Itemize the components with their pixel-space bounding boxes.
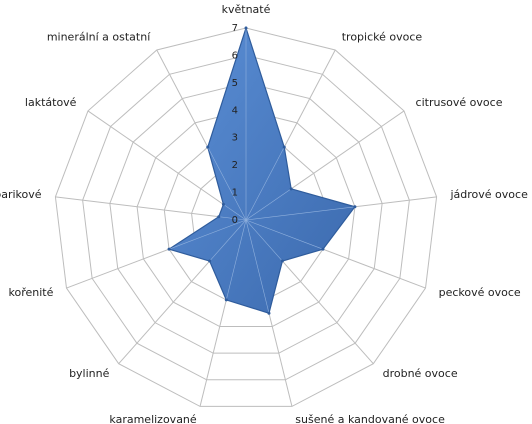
radar-point: [224, 298, 228, 302]
grid-ring: [136, 109, 356, 328]
area-spoke: [245, 219, 324, 250]
radar-point: [282, 145, 286, 149]
category-label: květnaté: [222, 3, 271, 16]
tick-label: 2: [232, 160, 238, 171]
tick-label: 3: [232, 133, 238, 144]
category-label: jádrové ovoce: [449, 188, 528, 201]
area-spoke: [207, 147, 247, 221]
radar-point: [221, 202, 225, 206]
radar-point: [167, 247, 171, 251]
radar-point: [206, 145, 210, 149]
grid-ring: [82, 54, 410, 381]
category-label: kořenité: [9, 286, 54, 299]
tick-label: 4: [232, 105, 238, 116]
area-spoke: [245, 219, 270, 314]
radar-area: [167, 26, 356, 314]
grid-ring: [54, 27, 438, 407]
radar-point: [321, 247, 325, 251]
area-spoke: [209, 219, 247, 262]
tick-label: 6: [232, 50, 238, 61]
area-spoke: [226, 219, 247, 300]
radar-point: [267, 311, 271, 315]
radar-point: [217, 215, 221, 219]
radar-point: [208, 259, 212, 263]
category-label: minerální a ostatní: [47, 31, 151, 44]
radar-point: [244, 26, 248, 30]
area-spoke: [223, 204, 247, 221]
category-label: karamelizované: [109, 413, 197, 424]
area-spoke: [245, 147, 285, 221]
tick-label: 7: [232, 23, 238, 34]
category-label: laktátové: [25, 96, 77, 109]
tick-label: 0: [232, 215, 238, 226]
radar-point: [280, 259, 284, 263]
spoke: [87, 110, 247, 221]
category-label: barikové: [0, 188, 42, 201]
area-spoke: [245, 219, 283, 262]
category-label: peckové ovoce: [439, 286, 521, 299]
area-spoke: [245, 188, 292, 221]
category-label: drobné ovoce: [383, 367, 458, 380]
spoke: [55, 196, 247, 221]
grid-ring: [109, 82, 383, 354]
area-spoke: [218, 216, 247, 221]
area-spoke: [245, 206, 355, 221]
tick-label: 5: [232, 78, 238, 89]
radar-point: [353, 205, 357, 209]
category-label: tropické ovoce: [342, 31, 423, 44]
category-label: citrusové ovoce: [416, 96, 503, 109]
category-label: bylinné: [69, 367, 110, 380]
tick-label: 1: [232, 188, 238, 199]
category-label: sušené a kandované ovoce: [295, 413, 445, 424]
area-spoke: [168, 219, 247, 250]
radar-point: [289, 187, 293, 191]
